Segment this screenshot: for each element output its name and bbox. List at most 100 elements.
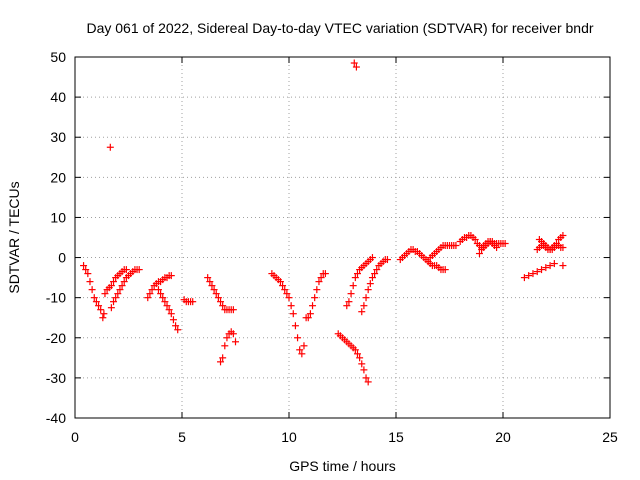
data-point: [86, 278, 94, 286]
data-point: [144, 294, 152, 302]
data-point: [311, 294, 319, 302]
data-point: [353, 270, 361, 278]
data-point: [90, 294, 98, 302]
data-point: [92, 298, 100, 306]
data-point: [345, 298, 353, 306]
data-point: [291, 322, 299, 330]
data-point: [279, 282, 287, 290]
data-point: [368, 254, 376, 262]
data-point: [294, 334, 302, 342]
data-point: [232, 338, 239, 346]
data-point: [298, 350, 306, 358]
y-tick-label: 20: [50, 169, 66, 185]
data-point: [352, 63, 360, 71]
data-point: [285, 294, 293, 302]
data-point: [296, 346, 304, 354]
data-point: [219, 354, 227, 362]
data-point: [169, 316, 177, 324]
data-point: [289, 310, 297, 318]
data-point: [306, 310, 314, 318]
data-point: [223, 334, 231, 342]
data-point: [135, 266, 143, 274]
data-point: [309, 302, 317, 310]
data-point: [353, 350, 361, 358]
data-point: [373, 266, 381, 274]
data-point: [204, 274, 212, 282]
data-point: [383, 256, 391, 264]
data-points: [80, 59, 567, 386]
data-point: [100, 310, 108, 318]
y-tick-label: -10: [46, 290, 66, 306]
y-tick-label: 50: [50, 49, 66, 65]
data-point: [219, 302, 227, 310]
data-point: [350, 59, 358, 67]
x-tick-label: 15: [388, 429, 404, 445]
data-point: [360, 302, 368, 310]
data-point: [217, 358, 225, 366]
x-tick-label: 25: [602, 429, 618, 445]
data-point: [146, 290, 154, 298]
data-point: [97, 306, 105, 314]
x-tick-label: 10: [281, 429, 297, 445]
y-tick-label: -30: [46, 370, 66, 386]
data-point: [349, 282, 357, 290]
data-point: [360, 366, 368, 374]
data-point: [546, 262, 554, 270]
data-point: [366, 280, 374, 288]
data-point: [550, 260, 558, 268]
data-point: [520, 274, 528, 282]
chart-title: Day 061 of 2022, Sidereal Day-to-day VTE…: [86, 20, 593, 36]
data-point: [161, 298, 169, 306]
data-point: [110, 298, 118, 306]
grid-lines: [75, 57, 610, 418]
data-point: [122, 266, 130, 274]
data-point: [559, 231, 567, 239]
data-point: [114, 290, 122, 298]
data-point: [313, 286, 321, 294]
y-tick-label: 10: [50, 209, 66, 225]
plot-frame: [74, 56, 611, 419]
data-point: [157, 290, 165, 298]
data-point: [88, 286, 96, 294]
x-tick-label: 20: [495, 429, 511, 445]
data-point: [343, 302, 351, 310]
data-point: [208, 282, 216, 290]
y-tick-label: -40: [46, 410, 66, 426]
data-point: [110, 278, 118, 286]
data-point: [172, 322, 180, 330]
data-point: [159, 294, 167, 302]
data-point: [189, 298, 197, 306]
data-point: [475, 250, 483, 258]
data-point: [371, 270, 379, 278]
data-point: [559, 262, 567, 270]
y-tick-label: 0: [58, 250, 66, 266]
data-point: [165, 306, 173, 314]
y-tick-label: 40: [50, 89, 66, 105]
data-point: [304, 314, 312, 322]
data-point: [424, 258, 432, 266]
data-point: [351, 274, 359, 282]
data-point: [300, 342, 308, 350]
data-point: [217, 298, 225, 306]
data-point: [116, 286, 124, 294]
data-point: [281, 286, 289, 294]
data-point: [441, 266, 449, 274]
data-point: [347, 290, 355, 298]
data-point: [107, 304, 115, 312]
data-point: [154, 286, 162, 294]
data-point: [542, 264, 550, 272]
data-point: [321, 270, 329, 278]
data-point: [287, 302, 295, 310]
data-point: [112, 294, 120, 302]
data-point: [351, 346, 359, 354]
data-point: [358, 360, 366, 368]
data-point: [553, 240, 560, 248]
data-point: [529, 270, 537, 278]
axis-ticks: 0 5 10 15 20 25 -40 -30 -20 -10 0 10 20 30 40 50: [46, 49, 618, 445]
data-point: [229, 330, 237, 338]
x-tick-label: 0: [71, 429, 79, 445]
data-point: [167, 272, 175, 280]
data-point: [210, 286, 218, 294]
data-point: [118, 282, 126, 290]
